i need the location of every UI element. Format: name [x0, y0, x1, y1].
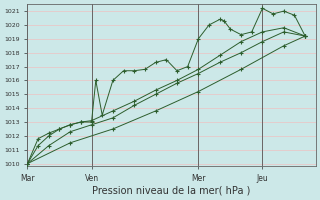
X-axis label: Pression niveau de la mer( hPa ): Pression niveau de la mer( hPa ): [92, 186, 251, 196]
